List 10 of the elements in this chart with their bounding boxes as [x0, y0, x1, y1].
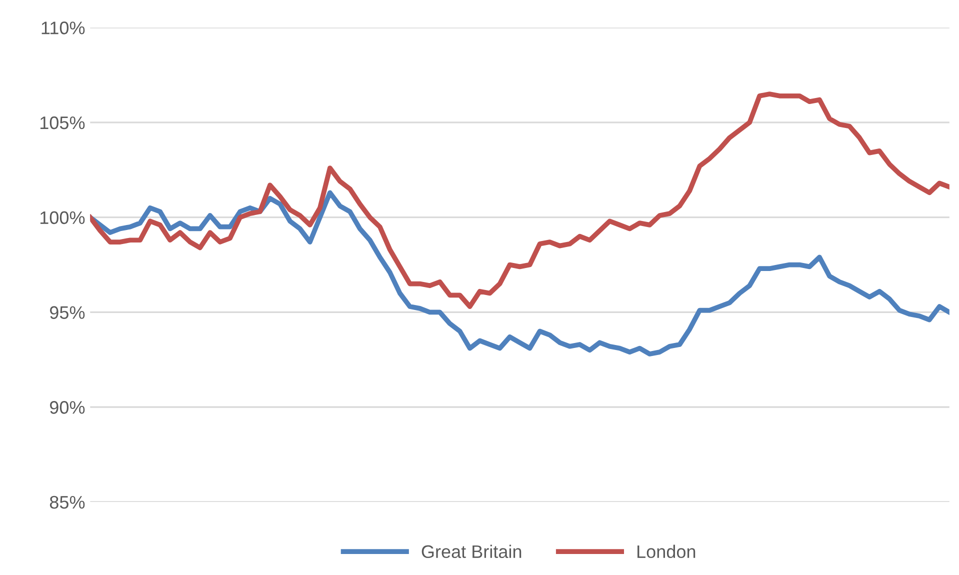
y-tick-label: 85%: [50, 496, 85, 509]
line-series: [90, 92, 950, 309]
y-tick-label: 110%: [42, 22, 85, 34]
y-tick-label: 90%: [50, 401, 85, 414]
line-series: [90, 190, 950, 356]
y-tick-label: 105%: [40, 116, 85, 130]
y-tick-label: 100%: [40, 211, 85, 224]
y-tick-label: 95%: [50, 306, 85, 319]
legend-label: Great Britain: [422, 544, 522, 558]
legend-label: London: [638, 544, 696, 558]
